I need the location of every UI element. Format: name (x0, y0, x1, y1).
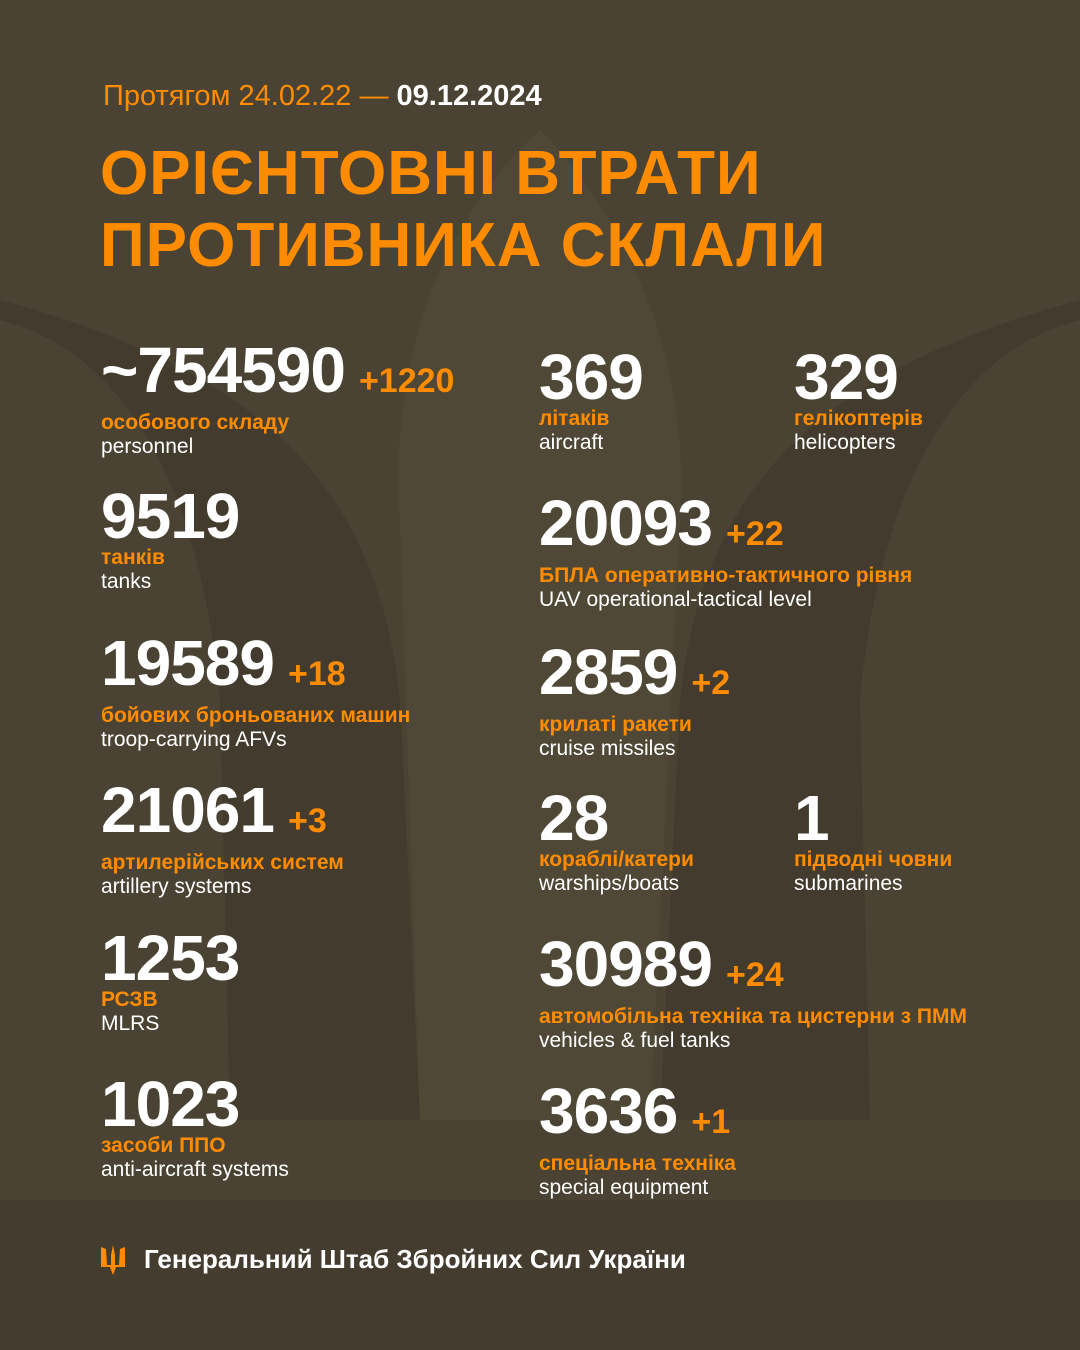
stat-label-ua: крилаті ракети (539, 713, 692, 736)
stat-item: ~754590 +1220 особового складу personnel (101, 334, 455, 459)
stat-value: 1023 (101, 1068, 240, 1140)
stat-delta: +22 (725, 515, 784, 553)
stat-delta: +18 (287, 655, 346, 693)
stat-item: 1023 засоби ППО anti-aircraft systems (101, 1068, 289, 1182)
stat-item: 3636 +1 спеціальна техніка special equipm… (539, 1075, 736, 1200)
stat-value: 9519 (101, 480, 240, 552)
stat-item: 19589 +18 бойових броньованих машин troop… (101, 627, 411, 752)
stat-value: 1253 (101, 922, 240, 994)
stat-value: 20093 +22 (539, 487, 784, 559)
stat-label-ua: танків (101, 546, 165, 569)
stat-label-en: tanks (101, 570, 152, 593)
period-subtitle: Протягом 24.02.22 — 09.12.2024 (103, 80, 542, 112)
stat-label-en: UAV operational-tactical level (539, 588, 812, 611)
stat-value: 1 (794, 782, 830, 854)
stat-label-en: submarines (794, 872, 903, 895)
stat-item: 1253 РСЗВ MLRS (101, 922, 240, 1036)
stat-label-ua: підводні човни (794, 848, 953, 871)
stat-value: 30989 +24 (539, 928, 784, 1000)
stat-label-en: personnel (101, 435, 194, 458)
stat-label-ua: БПЛА оперативно-тактичного рівня (539, 564, 913, 587)
stat-item: 20093 +22 БПЛА оперативно-тактичного рівн… (539, 487, 913, 612)
page-title: ОРІЄНТОВНІ ВТРАТИ ПРОТИВНИКА СКЛАЛИ (100, 139, 827, 280)
stat-item: 329 гелікоптерів helicopters (794, 341, 923, 455)
stat-label-ua: спеціальна техніка (539, 1152, 736, 1175)
stat-delta: +1220 (358, 362, 455, 400)
stat-delta: +3 (287, 802, 327, 840)
stat-label-ua: особового складу (101, 411, 290, 434)
stat-delta: +2 (691, 664, 731, 702)
stat-item: 9519 танків tanks (101, 480, 240, 594)
stat-label-en: anti-aircraft systems (101, 1158, 289, 1181)
stat-label-ua: кораблі/катери (539, 848, 694, 871)
stat-item: 1 підводні човни submarines (794, 782, 953, 896)
stat-item: 2859 +2 крилаті ракети cruise missiles (539, 636, 731, 761)
stat-value: 19589 +18 (101, 627, 346, 699)
stat-item: 28 кораблі/катери warships/boats (539, 782, 694, 896)
stat-label-ua: засоби ППО (101, 1134, 226, 1157)
stat-value: 2859 +2 (539, 636, 731, 708)
footer: Генеральний Штаб Збройних Сил України (100, 1244, 686, 1275)
stat-label-ua: артилерійських систем (101, 851, 344, 874)
footer-text: Генеральний Штаб Збройних Сил України (144, 1244, 686, 1274)
stat-delta: +24 (725, 956, 784, 994)
report-date: 09.12.2024 (396, 80, 542, 112)
stat-label-en: cruise missiles (539, 737, 676, 760)
stat-label-en: aircraft (539, 431, 604, 454)
stat-item: 30989 +24 автомобільна техніка та цистерн… (539, 928, 967, 1053)
stat-label-en: artillery systems (101, 875, 252, 898)
stat-delta: +1 (691, 1103, 731, 1141)
stat-value: ~754590 +1220 (101, 334, 455, 406)
stat-item: 369 літаків aircraft (539, 341, 644, 455)
stat-label-en: troop-carrying AFVs (101, 728, 287, 751)
stat-label-en: helicopters (794, 431, 896, 454)
stat-label-en: vehicles & fuel tanks (539, 1029, 731, 1052)
trident-icon (101, 1244, 125, 1275)
stat-label-ua: літаків (539, 407, 610, 430)
stat-label-ua: автомобільна техніка та цистерни з ПММ (539, 1005, 967, 1028)
stat-label-ua: РСЗВ (101, 988, 158, 1011)
stat-value: 21061 +3 (101, 774, 327, 846)
stat-value: 329 (794, 341, 899, 413)
stat-value: 369 (539, 341, 644, 413)
stat-label-en: warships/boats (539, 872, 680, 895)
stat-item: 21061 +3 артилерійських систем artillery … (101, 774, 344, 899)
stat-label-ua: бойових броньованих машин (101, 704, 411, 727)
stat-value: 28 (539, 782, 609, 854)
stat-value: 3636 +1 (539, 1075, 731, 1147)
stat-label-en: special equipment (539, 1176, 709, 1199)
stat-label-ua: гелікоптерів (794, 407, 923, 430)
stat-label-en: MLRS (101, 1012, 160, 1035)
